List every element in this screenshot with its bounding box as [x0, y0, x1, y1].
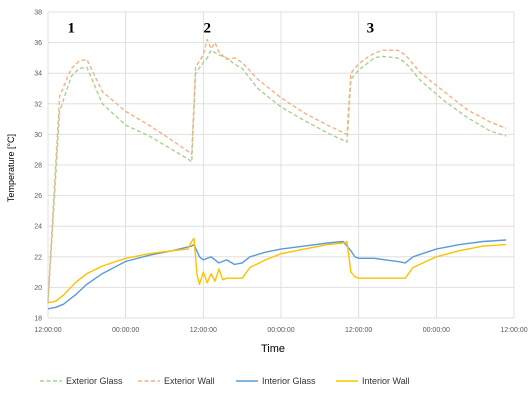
x-tick-label: 12:00:00	[34, 327, 61, 334]
y-tick-label: 30	[34, 132, 42, 139]
y-tick-label: 24	[34, 224, 42, 231]
x-tick-label: 00:00:00	[112, 327, 139, 334]
grid	[47, 11, 515, 319]
y-tick-label: 32	[34, 101, 42, 108]
y-tick-label: 38	[34, 10, 42, 17]
y-tick-label: 22	[34, 254, 42, 261]
y-axis-ticks: 18 20 22 24 26 28 30 32 34 36 38	[34, 10, 42, 323]
y-tick-label: 20	[34, 285, 42, 292]
y-tick-label: 26	[34, 193, 42, 200]
legend-label: Exterior Glass	[66, 376, 123, 386]
series-lines	[47, 38, 507, 310]
x-tick-label: 12:00:00	[345, 327, 372, 334]
x-tick-label: 12:00:00	[500, 327, 527, 334]
series-line-exterior-wall	[47, 38, 507, 300]
annotation-label: 2	[203, 20, 211, 36]
annotation-label: 3	[367, 20, 375, 36]
annotation-label: 1	[68, 20, 76, 36]
series-line-interior-glass	[47, 239, 507, 310]
legend: Exterior Glass Exterior Wall Interior Glas…	[40, 376, 410, 386]
y-axis-title: Temperature [°C]	[6, 134, 16, 202]
y-tick-label: 36	[34, 40, 42, 47]
y-tick-label: 18	[34, 316, 42, 323]
series-line-interior-wall	[47, 237, 507, 304]
x-tick-label: 00:00:00	[423, 327, 450, 334]
legend-label: Exterior Wall	[164, 376, 215, 386]
y-tick-label: 34	[34, 71, 42, 78]
x-axis-title: Time	[261, 343, 285, 355]
legend-label: Interior Wall	[362, 376, 410, 386]
x-axis-ticks: 12:00:00 00:00:00 12:00:00 00:00:00 12:00:00…	[34, 327, 527, 334]
x-tick-label: 00:00:00	[267, 327, 294, 334]
annotations: 1 2 3	[68, 20, 375, 36]
x-tick-label: 12:00:00	[190, 327, 217, 334]
series-line-exterior-glass	[47, 49, 507, 303]
legend-label: Interior Glass	[262, 376, 316, 386]
y-tick-label: 28	[34, 163, 42, 170]
